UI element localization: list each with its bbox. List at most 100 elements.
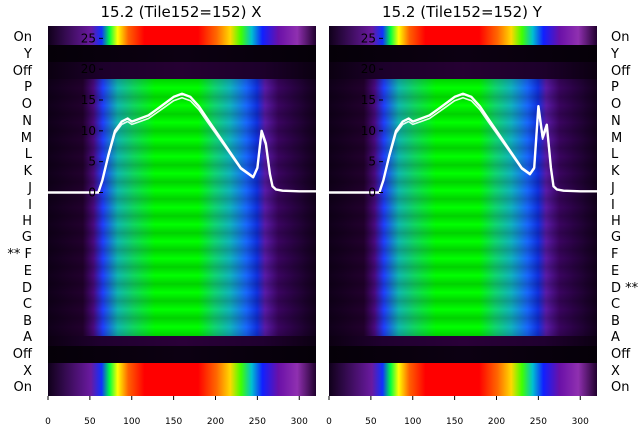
overlay-curve-line — [329, 97, 597, 194]
row-label: A — [23, 330, 32, 345]
heatmap-row-shade — [48, 114, 316, 131]
heatmap-row-shade — [48, 79, 316, 97]
row-label: B — [611, 314, 620, 329]
row-label: Off — [13, 347, 33, 362]
row-label: H — [22, 214, 32, 229]
heatmap-row-shade — [329, 199, 597, 216]
heatmap-row-shade — [329, 148, 597, 165]
row-label: B — [23, 314, 32, 329]
row-label: P — [24, 80, 32, 95]
y-tick-label: 20 — [361, 62, 376, 76]
heatmap-row — [329, 346, 597, 363]
heatmap-row — [48, 26, 316, 45]
y-tick-label: 20 — [81, 62, 96, 76]
heatmap-row-shade — [329, 216, 597, 233]
row-label: Off — [611, 347, 631, 362]
row-label: Off — [611, 64, 631, 79]
heatmap-row-shade — [329, 250, 597, 267]
y-tick-label: 10 — [361, 124, 376, 138]
heatmap-row-shade — [48, 250, 316, 267]
heatmap-row-shade — [48, 301, 316, 318]
heatmap-row-shade — [329, 97, 597, 114]
chart-title-y: 15.2 (Tile152=152) Y — [382, 3, 543, 21]
heatmap-row-off — [329, 62, 597, 79]
heatmap-row-shade — [329, 318, 597, 336]
heatmap-row-off — [48, 62, 316, 79]
row-label: G — [22, 230, 32, 245]
heatmap-row-shade — [329, 114, 597, 131]
chart-panel-x: 15.2 (Tile152=152) X 0 5 10 15 20 25 0 50 100 15… — [7, 3, 316, 427]
heatmap-row-shade — [329, 165, 597, 182]
y-tick-label: 15 — [81, 93, 96, 107]
row-label: O — [611, 97, 621, 112]
row-label: J — [610, 181, 615, 196]
heatmap-row-shade — [48, 216, 316, 233]
heatmap-row-shade — [329, 233, 597, 250]
x-axis-ticks-x: 0 50 100 150 200 250 300 — [45, 396, 308, 427]
y-tick-label: 0 — [88, 186, 96, 200]
x-axis-ticks-y: 0 50 100 150 200 250 300 — [326, 396, 589, 427]
chart-title-x: 15.2 (Tile152=152) X — [100, 3, 261, 21]
row-label: F — [611, 247, 618, 262]
heatmap-row-shade — [329, 79, 597, 97]
row-label: K — [611, 164, 620, 179]
heatmap-row-shade — [329, 182, 597, 199]
row-label: M — [21, 131, 32, 146]
row-label: On — [611, 380, 629, 395]
x-tick-label: 150 — [446, 417, 463, 427]
y-tick-label: 15 — [361, 93, 376, 107]
row-label: K — [23, 164, 32, 179]
heatmap-row-shade — [329, 301, 597, 318]
y-tick-label: 5 — [368, 155, 376, 169]
x-tick-label: 200 — [488, 417, 505, 427]
row-label: J — [27, 181, 32, 196]
row-label: H — [611, 214, 621, 229]
row-label: On — [14, 380, 32, 395]
y-tick-label: 25 — [81, 31, 96, 45]
heatmap-row-shade — [48, 199, 316, 216]
row-label: On — [14, 30, 32, 45]
row-label: E — [611, 264, 619, 279]
heatmap-row-shade — [329, 267, 597, 284]
x-tick-label: 50 — [84, 417, 96, 427]
row-label: C — [23, 297, 32, 312]
row-label: X — [23, 364, 32, 379]
overlay-curve-x — [48, 92, 316, 194]
heatmap-row-shade — [48, 97, 316, 114]
row-label: X — [611, 364, 620, 379]
x-tick-label: 200 — [207, 417, 224, 427]
row-label: N — [611, 114, 621, 129]
row-label: ** F — [7, 247, 32, 262]
row-label: M — [611, 131, 622, 146]
x-tick-label: 100 — [123, 417, 140, 427]
heatmap-row — [48, 363, 316, 396]
heatmap-row-shade — [48, 165, 316, 182]
overlay-curve-y — [329, 92, 597, 194]
heatmap-row-shade — [48, 233, 316, 250]
row-label: I — [611, 198, 615, 213]
y-tick-label: 0 — [368, 186, 376, 200]
row-label: D ** — [611, 281, 639, 296]
x-tick-label: 250 — [530, 417, 547, 427]
y-axis-ticks-x: 0 5 10 15 20 25 — [81, 31, 103, 200]
row-label: L — [25, 147, 33, 162]
heatmap-row — [329, 336, 597, 346]
row-label: On — [611, 30, 629, 45]
row-label: G — [611, 230, 621, 245]
heatmap-row — [48, 346, 316, 363]
y-tick-label: 10 — [81, 124, 96, 138]
row-label: L — [611, 147, 619, 162]
row-label: E — [24, 264, 32, 279]
heatmap-row-shade — [48, 318, 316, 336]
y-tick-label: 25 — [361, 31, 376, 45]
chart-panel-y: 15.2 (Tile152=152) Y 0 5 10 15 20 25 0 50 100 15… — [326, 3, 639, 427]
row-label: I — [28, 198, 32, 213]
heatmap-row-shade — [48, 267, 316, 284]
row-label: N — [22, 114, 32, 129]
x-tick-label: 300 — [572, 417, 589, 427]
heatmap-row-shade — [48, 284, 316, 301]
y-tick-label: 5 — [88, 155, 96, 169]
